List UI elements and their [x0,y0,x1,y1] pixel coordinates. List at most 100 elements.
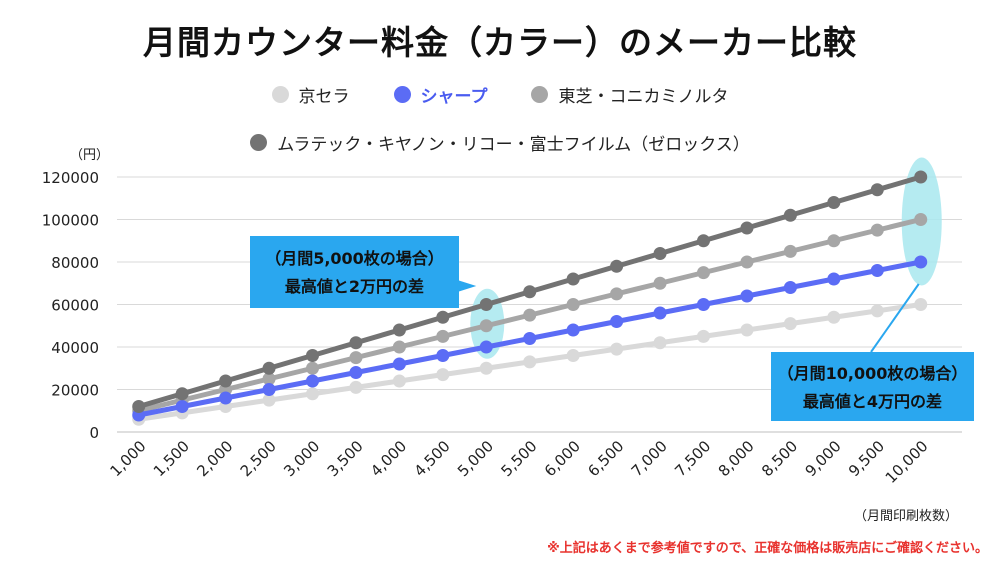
x-axis-label: （月間印刷枚数） [854,509,958,524]
callout-text-10000-line2: 最高値と4万円の差 [803,392,942,411]
data-point [392,357,406,371]
data-point [566,323,580,337]
legend-marker [271,86,289,103]
data-point [697,234,711,248]
x-tick-label: 4,000 [367,437,410,480]
data-point [566,272,580,286]
callout-connector-10000 [870,283,920,353]
legend-label: シャープ [420,87,488,107]
callout-box-5000 [250,236,459,308]
data-point [610,342,624,356]
data-point [653,247,667,260]
x-tick-label: 2,000 [193,437,236,480]
legend-label: 東芝・コニカミノルタ [558,87,729,107]
x-tick-label: 8,000 [715,437,758,480]
data-point [697,298,711,311]
x-tick-label: 4,500 [411,437,454,480]
data-point [219,374,233,388]
data-point [914,298,928,311]
data-point [306,349,320,362]
x-tick-label: 2,500 [237,437,280,480]
data-point [479,340,493,354]
x-tick-label: 10,000 [882,437,932,487]
data-point [392,323,406,337]
x-tick-label: 8,500 [758,437,801,480]
data-point [783,317,797,331]
x-tick-label: 5,500 [497,437,540,480]
y-tick-label: 40000 [51,339,99,357]
x-tick-label: 7,000 [628,437,671,480]
y-tick-label: 20000 [51,382,99,400]
data-point [262,393,276,407]
legend-marker [250,134,268,151]
data-point [610,259,624,273]
data-point [566,298,580,311]
data-point [827,272,841,286]
y-tick-label: 120000 [42,169,99,187]
data-point [349,336,363,350]
data-point [262,361,276,375]
data-point [653,306,667,320]
y-tick-label: 60000 [51,297,99,315]
x-tick-label: 7,500 [671,437,714,480]
data-point [175,387,189,401]
callout-text-10000-line1: （月間10,000枚の場合） [778,364,968,383]
callout-text-5000-line1: （月間5,000枚の場合） [265,249,444,268]
data-point [870,264,884,277]
data-point [479,319,493,333]
data-point [827,196,841,209]
data-point [566,349,580,362]
legend-row-1: 京セラ シャープ 東芝・コニカミノルタ [0,82,1000,107]
data-point [697,329,711,343]
data-point [870,223,884,237]
callout-box-10000 [771,352,974,421]
y-tick-label: 80000 [51,254,99,272]
data-point [653,336,667,350]
x-tick-label: 6,500 [584,437,627,480]
callout-text-5000-line2: 最高値と2万円の差 [285,277,424,296]
data-point [783,244,797,258]
data-point [349,351,363,365]
data-point [479,298,493,311]
data-point [436,368,450,382]
data-point [349,366,363,379]
x-tick-label: 1,500 [150,437,193,480]
data-point [523,355,537,369]
legend-label: 京セラ [298,87,350,107]
legend-item: ムラテック・キヤノン・リコー・富士フイルム（ゼロックス） [250,130,750,155]
legend-marker [393,86,411,103]
x-tick-label: 1,000 [106,437,149,480]
data-point [436,310,450,324]
data-point [827,310,841,324]
footnote: ※上記はあくまで参考値ですので、正確な価格は販売店にご確認ください。 [547,541,988,556]
data-point [827,234,841,248]
legend-item: 東芝・コニカミノルタ [531,82,728,107]
data-point [262,372,276,386]
data-point [697,266,711,280]
data-point [523,308,537,322]
data-point [914,170,928,184]
data-point [914,255,928,269]
legend-label: ムラテック・キヤノン・リコー・富士フイルム（ゼロックス） [277,135,750,155]
data-point [914,213,928,226]
data-point [870,183,884,197]
x-tick-label: 3,500 [324,437,367,480]
data-point [175,400,189,413]
data-point [653,276,667,290]
chart-title: 月間カウンター料金（カラー）のメーカー比較 [143,23,857,62]
data-point [349,380,363,394]
legend-item: シャープ [393,82,488,107]
data-point [262,383,276,396]
data-point [219,391,233,405]
data-point [740,221,754,235]
y-axis-label: （円） [70,148,109,163]
data-point [610,315,624,328]
data-point [783,208,797,222]
data-point [523,332,537,345]
data-point [306,361,320,375]
y-tick-label: 100000 [42,212,99,230]
data-point [610,287,624,301]
legend-row-2: ムラテック・キヤノン・リコー・富士フイルム（ゼロックス） [0,130,1000,155]
data-point [523,285,537,299]
